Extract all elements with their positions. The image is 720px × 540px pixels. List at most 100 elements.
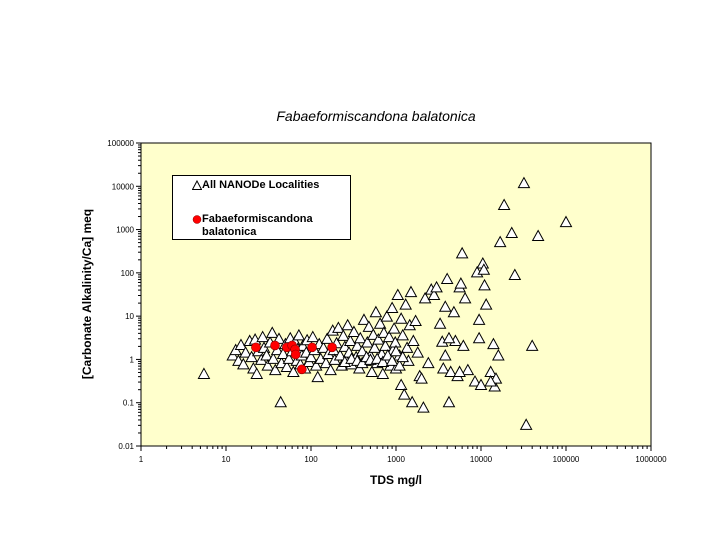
triangle-point [268,363,282,376]
triangle-point [282,352,296,364]
y-tick-label: 100000 [107,139,134,148]
triangle-point [320,332,334,344]
triangle-point [391,288,405,300]
triangle-point [250,367,264,379]
triangle-point [472,313,486,325]
triangle-point [373,317,387,329]
x-tick-label: 100 [304,455,318,464]
triangle-point [369,305,383,318]
triangle-point [531,229,545,242]
x-tick-label: 1 [139,455,144,464]
triangle-point [454,277,468,289]
triangle-point [418,291,432,304]
triangle-point [366,328,380,340]
triangle-point [453,365,466,377]
triangle-point [197,367,211,379]
red-circle-point [307,342,317,353]
triangle-point [461,363,475,376]
triangle-point [394,378,408,390]
red-circle-point [290,349,301,360]
triangle-point [505,226,519,239]
triangle-point [304,350,318,363]
y-tick-label: 0.1 [123,399,135,408]
triangle-point [458,291,472,304]
triangle-point [276,347,290,359]
triangle-point [376,367,390,379]
red-circle-point [327,342,337,353]
triangle-point [389,344,403,357]
triangle-point [442,395,456,408]
triangle-point [347,325,361,337]
triangle-point [317,341,330,353]
triangle-point [353,331,367,344]
triangle-point [360,335,374,348]
triangle-point [336,329,350,341]
triangle-point [440,272,454,285]
chart-title: Fabaeformiscandona balatonica [276,108,476,124]
legend-label: All NANODe Localities [202,179,320,191]
triangle-point [421,356,435,369]
triangle-point [400,341,414,353]
x-tick-label: 1000 [387,455,405,464]
triangle-point [309,359,323,371]
triangle-point [396,328,410,341]
red-circle-point [251,342,261,353]
triangle-point [387,322,401,334]
triangle-point [492,348,505,361]
triangle-point [517,176,531,189]
triangle-point [394,312,408,324]
triangle-point [399,298,413,310]
triangle-point [427,288,441,300]
triangle-point [350,339,364,351]
x-tick-label: 1000000 [635,455,667,464]
triangle-point [438,300,452,312]
triangle-point [372,333,385,345]
triangle-point [407,334,420,346]
triangle-point [477,263,491,275]
triangle-point [393,359,406,371]
triangle-point [417,401,430,413]
y-tick-label: 10000 [112,182,135,191]
red-circle-point [270,340,280,351]
triangle-point [396,350,410,363]
triangle-point [292,328,306,341]
y-tick-label: 1000 [116,226,134,235]
legend-label: Fabaeformiscandona balatonica [202,213,313,238]
triangle-marker-icon [192,179,202,190]
triangle-point [382,330,396,343]
triangle-point [385,301,399,314]
triangle-point [319,356,333,369]
triangle-point [385,354,399,366]
triangle-point [357,313,371,325]
y-axis-label: [Carbonate Alkalinity/Ca] meq [80,209,94,379]
y-tick-label: 0.01 [118,442,134,451]
triangle-point [256,330,270,343]
triangle-point [332,321,345,333]
y-tick-label: 1 [130,355,135,364]
triangle-point [261,359,275,371]
triangle-point [397,388,411,400]
triangle-point [234,338,248,350]
triangle-point [442,331,456,344]
triangle-point [497,198,511,210]
x-tick-label: 10000 [470,455,493,464]
circle-marker-icon [192,215,202,224]
triangle-point [559,215,573,228]
red-circle-point [297,364,307,375]
triangle-point [478,278,491,291]
triangle-point [287,365,300,377]
triangle-point [362,320,376,332]
y-tick-label: 10 [125,312,134,321]
triangle-point [525,339,539,351]
triangle-point [508,268,522,280]
triangle-point [409,314,422,327]
x-tick-label: 100000 [553,455,580,464]
triangle-point [436,361,450,374]
triangle-point [468,375,482,387]
triangle-point [245,350,258,363]
triangle-point [343,334,357,346]
triangle-point [265,326,279,338]
triangle-point [368,341,381,353]
triangle-point [355,356,369,369]
